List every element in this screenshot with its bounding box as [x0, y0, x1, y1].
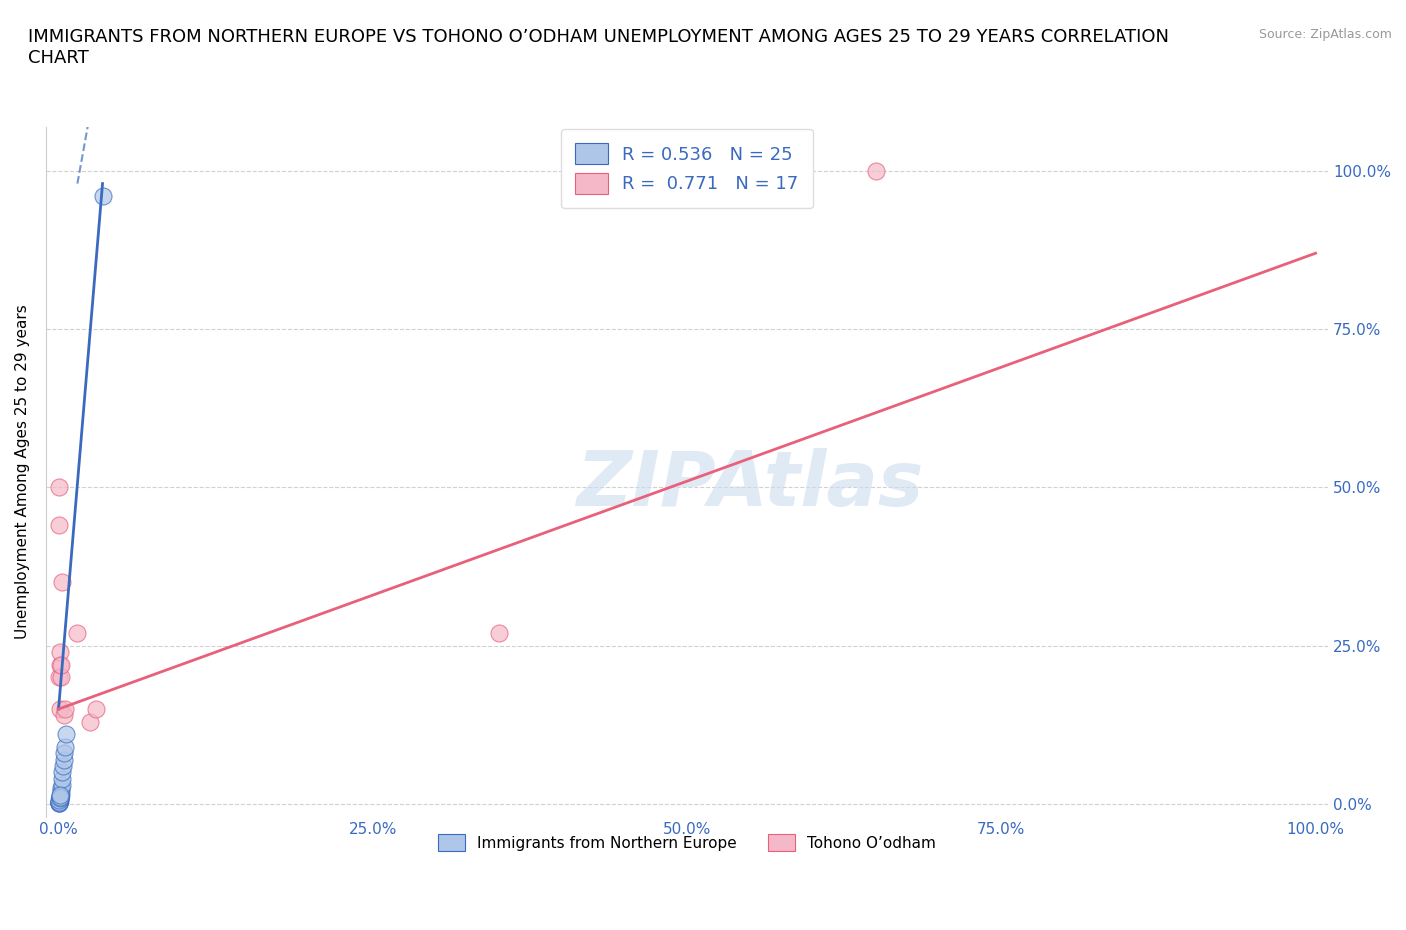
Point	[48, 518, 70, 533]
Text: IMMIGRANTS FROM NORTHERN EUROPE VS TOHONO O’ODHAM UNEMPLOYMENT AMONG AGES 25 TO : IMMIGRANTS FROM NORTHERN EUROPE VS TOHON…	[28, 28, 1170, 67]
Point	[49, 787, 72, 802]
Point	[49, 784, 72, 799]
Point	[52, 708, 75, 723]
Point	[49, 670, 72, 684]
Point	[48, 480, 70, 495]
Y-axis label: Unemployment Among Ages 25 to 29 years: Unemployment Among Ages 25 to 29 years	[15, 304, 30, 639]
Point	[51, 575, 73, 590]
Point	[53, 701, 76, 716]
Point	[53, 739, 76, 754]
Point	[48, 795, 70, 810]
Point	[84, 701, 107, 716]
Text: ZIPAtlas: ZIPAtlas	[578, 448, 925, 523]
Text: Source: ZipAtlas.com: Source: ZipAtlas.com	[1258, 28, 1392, 41]
Point	[48, 792, 70, 807]
Point	[49, 790, 72, 804]
Point	[53, 746, 76, 761]
Point	[79, 714, 101, 729]
Point	[48, 790, 70, 805]
Legend: Immigrants from Northern Europe, Tohono O’odham: Immigrants from Northern Europe, Tohono …	[432, 828, 942, 857]
Point	[52, 752, 75, 767]
Point	[51, 765, 73, 780]
Point	[865, 164, 887, 179]
Point	[66, 626, 89, 641]
Point	[676, 164, 699, 179]
Point	[49, 644, 72, 659]
Point	[48, 796, 70, 811]
Point	[48, 794, 70, 809]
Point	[51, 771, 73, 786]
Point	[49, 701, 72, 716]
Point	[49, 791, 72, 806]
Point	[48, 670, 70, 684]
Point	[48, 796, 70, 811]
Point	[49, 788, 72, 803]
Point	[91, 189, 114, 204]
Point	[48, 658, 70, 672]
Point	[51, 781, 73, 796]
Point	[488, 626, 510, 641]
Point	[49, 790, 72, 805]
Point	[55, 727, 77, 742]
Point	[52, 759, 75, 774]
Point	[49, 789, 72, 804]
Point	[51, 658, 73, 672]
Point	[48, 795, 70, 810]
Point	[48, 793, 70, 808]
Point	[51, 777, 73, 792]
